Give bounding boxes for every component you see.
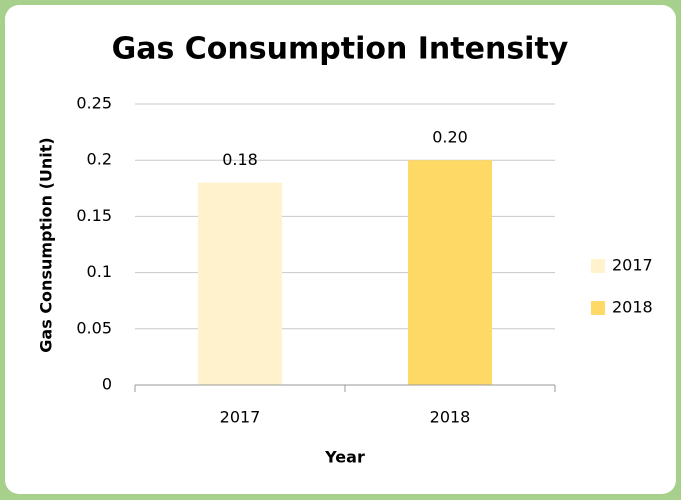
legend-swatch	[591, 259, 605, 273]
y-tick-label: 0	[102, 375, 112, 394]
bar	[198, 182, 282, 385]
legend-label: 2018	[612, 298, 653, 317]
y-tick-label: 0.1	[87, 262, 112, 281]
y-tick-label: 0.2	[87, 150, 112, 169]
chart-panel	[5, 5, 676, 494]
labels: 0 0.05 0.1 0.15 0.2 0.25 2017 2018 0.18 2017 0.20 2…	[76, 94, 652, 427]
x-axis-title: Year	[324, 448, 365, 467]
y-tick-label: 0.05	[76, 318, 112, 337]
data-label: 0.20	[432, 128, 468, 147]
bars	[198, 160, 492, 385]
y-tick-label: 0.15	[76, 206, 112, 225]
x-tick-label: 2018	[430, 408, 471, 427]
y-axis-title: Gas Consumption (Unit)	[37, 137, 56, 352]
chart-title: Gas Consumption Intensity	[112, 32, 569, 67]
y-tick-label: 0.25	[76, 94, 112, 113]
legend-label: 2017	[612, 256, 653, 275]
legend-swatch	[591, 301, 605, 315]
data-label: 0.18	[222, 150, 258, 169]
x-tick-label: 2017	[220, 408, 261, 427]
bar	[408, 160, 492, 385]
